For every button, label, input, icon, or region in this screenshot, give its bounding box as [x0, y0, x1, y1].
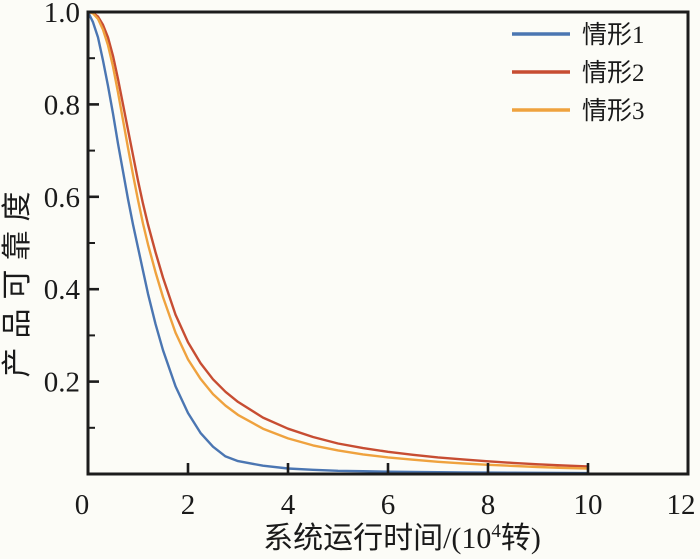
x-axis-tick-label: 2	[181, 489, 196, 521]
legend-label-case-3: 情形3	[582, 97, 645, 125]
y-axis-tick-label: 1.0	[44, 0, 80, 29]
legend-label-case-2: 情形2	[582, 59, 645, 87]
curve-case-3	[86, 10, 590, 470]
legend-label-case-1: 情形1	[582, 21, 645, 49]
y-axis-tick-label: 0.4	[44, 274, 81, 306]
x-axis-tick-label: 0	[75, 489, 90, 521]
plot-frame	[86, 10, 690, 476]
x-axis-tick-label: 8	[481, 489, 496, 521]
y-axis-tick-label: 0.8	[44, 89, 80, 121]
x-axis-title: 系统运行时间/(104转)	[263, 521, 541, 555]
x-axis-tick-label: 12	[667, 489, 696, 521]
y-axis-tick-label: 0.2	[44, 367, 80, 399]
curve-case-2	[86, 10, 590, 468]
y-axis-tick-label: 0.6	[44, 182, 80, 214]
x-axis-tick-label: 10	[574, 489, 603, 521]
y-axis-title: 产品可靠度	[1, 183, 34, 378]
x-axis-tick-label: 4	[281, 489, 296, 521]
curve-case-1	[86, 10, 590, 475]
x-axis-tick-label: 6	[381, 489, 396, 521]
